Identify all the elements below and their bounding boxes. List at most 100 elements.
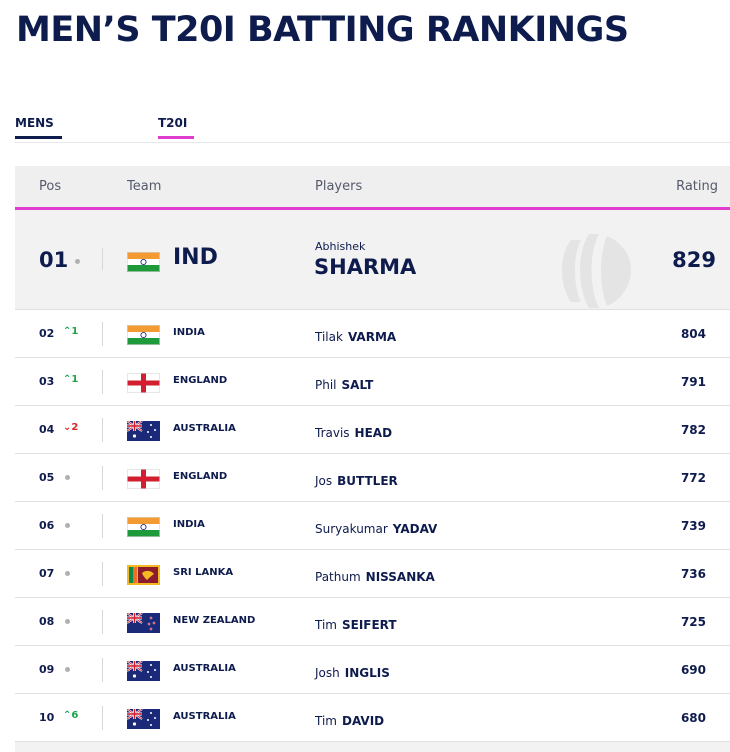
player-name[interactable]: Pathum NISSANKA: [315, 570, 435, 584]
table-row[interactable]: 08 NEW ZEALAND Tim SEIFERT 725: [15, 598, 730, 646]
table-row[interactable]: 05 ENGLAND Jos BUTTLER 772: [15, 454, 730, 502]
position: 10: [39, 711, 55, 724]
country-name: SRI LANKA: [173, 567, 234, 578]
england-flag-icon: [127, 469, 160, 492]
player-last-name[interactable]: SHARMA: [314, 255, 417, 279]
player-last-name: SEIFERT: [341, 618, 397, 632]
player-first-name: Phil: [315, 378, 337, 392]
rank-movement: ⌃1: [63, 326, 79, 337]
table-row[interactable]: 04 ⌄2 AUSTRALIA Travis HEAD 782: [15, 406, 730, 454]
table-header: Pos Team Players Rating: [15, 166, 730, 210]
player-name[interactable]: Tilak VARMA: [315, 330, 396, 344]
divider: [102, 248, 103, 270]
player-last-name: YADAV: [392, 522, 438, 536]
no-change-dot-icon: [75, 259, 80, 264]
country-name: AUSTRALIA: [173, 663, 236, 674]
divider: [102, 418, 103, 442]
country-name: ENGLAND: [173, 471, 228, 482]
india-flag-icon: [127, 252, 160, 276]
position: 09: [39, 663, 55, 676]
australia-flag-icon: [126, 420, 160, 444]
player-first-name: Jos: [315, 474, 333, 488]
cricket-ball-watermark-icon: [562, 234, 631, 308]
divider: [102, 706, 103, 730]
no-change-dot-icon: [65, 571, 70, 576]
player-last-name: SALT: [341, 378, 374, 392]
position: 05: [39, 471, 55, 484]
position: 07: [39, 567, 55, 580]
rating-value: 680: [680, 711, 706, 725]
table-row[interactable]: 10 ⌃6 AUSTRALIA Tim DAVID 680: [15, 694, 730, 742]
divider: [102, 562, 103, 586]
rank-movement: ⌃6: [63, 710, 79, 721]
player-name[interactable]: Tim SEIFERT: [315, 618, 397, 632]
player-first-name: Tilak: [315, 330, 343, 344]
table-row[interactable]: 02 ⌃1 INDIA Tilak VARMA 804: [15, 310, 730, 358]
position: 02: [39, 327, 55, 340]
player-name[interactable]: Tim DAVID: [315, 714, 384, 728]
rank-movement: ⌃1: [63, 374, 79, 385]
country-name: INDIA: [173, 327, 205, 338]
rating-value: 829: [672, 248, 716, 272]
no-change-dot-icon: [65, 667, 70, 672]
australia-flag-icon: [126, 660, 160, 684]
player-last-name: VARMA: [347, 330, 397, 344]
india-flag-icon: [127, 517, 160, 540]
player-last-name: NISSANKA: [365, 570, 435, 584]
player-first-name: Tim: [315, 618, 337, 632]
player-last-name: HEAD: [354, 426, 393, 440]
player-name[interactable]: Travis HEAD: [315, 426, 392, 440]
divider: [102, 514, 103, 538]
table-row[interactable]: 03 ⌃1 ENGLAND Phil SALT 791: [15, 358, 730, 406]
player-first-name: Suryakumar: [315, 522, 388, 536]
player-last-name: INGLIS: [344, 666, 390, 680]
tab-t20i[interactable]: T20I: [158, 116, 194, 139]
no-change-dot-icon: [65, 619, 70, 624]
rank-movement: ⌄2: [63, 422, 79, 433]
table-row[interactable]: 07 SRI LANKA Pathum NISSANKA 736: [15, 550, 730, 598]
rankings-list: 02 ⌃1 INDIA Tilak VARMA 804 03 ⌃1 ENGLAND Phil SAL…: [15, 310, 730, 742]
table-row[interactable]: 06 INDIA Suryakumar YADAV 739: [15, 502, 730, 550]
rating-value: 736: [680, 567, 706, 581]
position: 08: [39, 615, 55, 628]
tab-mens[interactable]: MENS: [15, 116, 62, 139]
srilanka-flag-icon: [127, 565, 160, 588]
country-name: INDIA: [173, 519, 205, 530]
rating-value: 782: [680, 423, 706, 437]
player-name[interactable]: Jos BUTTLER: [315, 474, 398, 488]
rankings-table: Pos Team Players Rating 01 IND Abhishek …: [15, 166, 730, 752]
column-header-team: Team: [127, 179, 162, 194]
divider: [102, 370, 103, 394]
player-last-name: DAVID: [341, 714, 385, 728]
rating-value: 804: [680, 327, 706, 341]
player-first-name: Abhishek: [315, 240, 366, 253]
player-name[interactable]: Suryakumar YADAV: [315, 522, 437, 536]
country-name: AUSTRALIA: [173, 711, 236, 722]
newzealand-flag-icon: [126, 612, 160, 636]
rating-value: 739: [680, 519, 706, 533]
no-change-dot-icon: [65, 523, 70, 528]
table-row[interactable]: 09 AUSTRALIA Josh INGLIS 690: [15, 646, 730, 694]
position: 03: [39, 375, 55, 388]
country-name: AUSTRALIA: [173, 423, 236, 434]
leader-row[interactable]: 01 IND Abhishek SHARMA 829: [15, 210, 730, 310]
position: 01: [39, 248, 69, 272]
rating-value: 725: [680, 615, 706, 629]
team-code: IND: [173, 245, 218, 270]
rating-value: 791: [680, 375, 706, 389]
player-first-name: Pathum: [315, 570, 361, 584]
table-footer: [15, 742, 730, 752]
player-last-name: BUTTLER: [337, 474, 398, 488]
rating-value: 690: [680, 663, 706, 677]
india-flag-icon: [127, 325, 160, 348]
divider: [102, 322, 103, 346]
position: 04: [39, 423, 55, 436]
player-name[interactable]: Josh INGLIS: [315, 666, 390, 680]
player-first-name: Tim: [315, 714, 337, 728]
divider: [102, 610, 103, 634]
divider: [102, 466, 103, 490]
country-name: ENGLAND: [173, 375, 228, 386]
column-header-rating: Rating: [676, 179, 718, 194]
player-name[interactable]: Phil SALT: [315, 378, 373, 392]
page-title: MEN’S T20I BATTING RANKINGS: [16, 10, 629, 50]
